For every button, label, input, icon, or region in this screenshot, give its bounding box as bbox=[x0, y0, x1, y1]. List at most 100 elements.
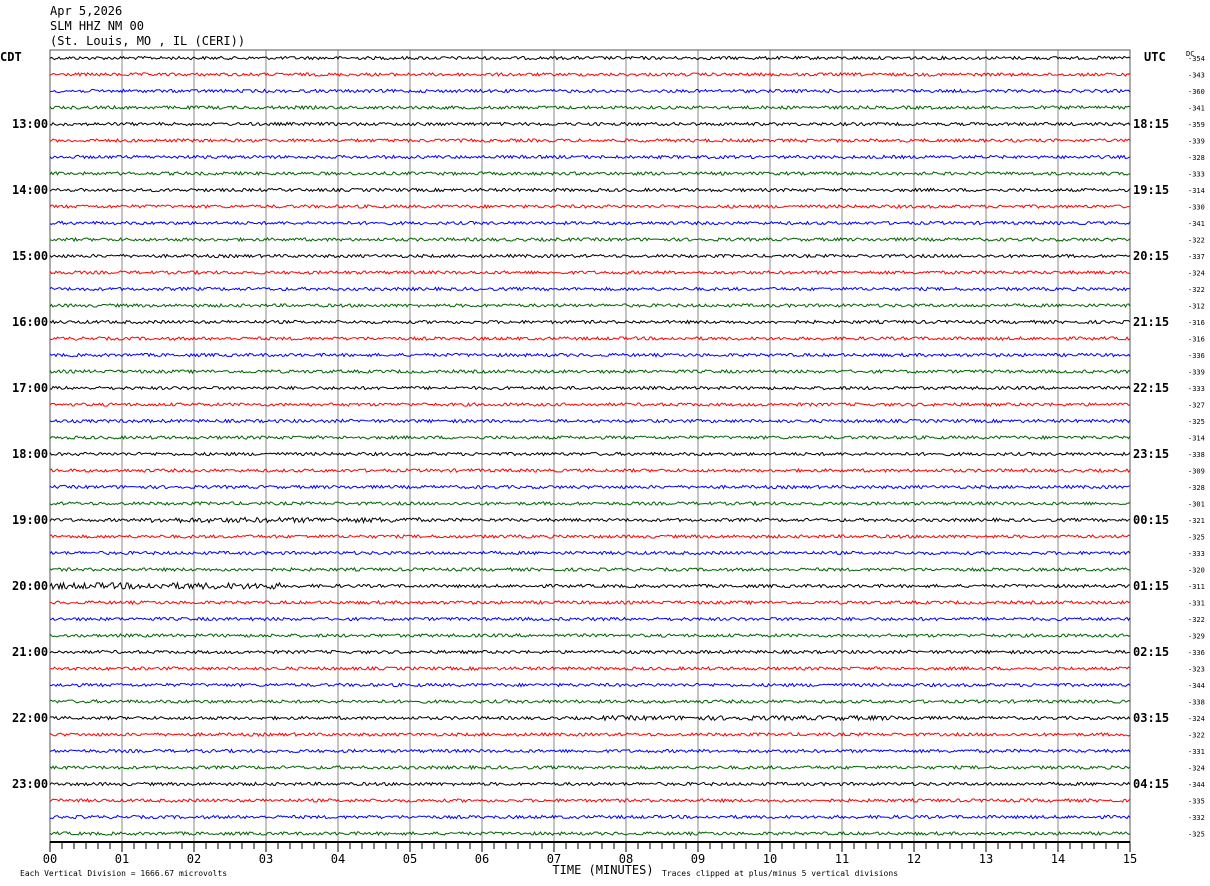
x-tick-label: 15 bbox=[1123, 852, 1137, 866]
x-tick-label: 02 bbox=[187, 852, 201, 866]
dc-offset-label: -327 bbox=[1188, 402, 1205, 410]
dc-offset-label: -339 bbox=[1188, 369, 1205, 377]
trace-line bbox=[49, 187, 1131, 193]
x-tick-label: 00 bbox=[43, 852, 57, 866]
right-hour-label: 19:15 bbox=[1133, 183, 1169, 197]
trace-line bbox=[49, 830, 1131, 837]
trace-line bbox=[49, 236, 1131, 243]
dc-offset-label: -335 bbox=[1188, 798, 1205, 806]
dc-offset-label: -339 bbox=[1188, 138, 1205, 146]
trace-line bbox=[49, 269, 1131, 276]
dc-offset-label: -336 bbox=[1188, 352, 1205, 360]
trace-line bbox=[49, 319, 1131, 325]
x-tick-label: 05 bbox=[403, 852, 417, 866]
dc-offset-label: -359 bbox=[1188, 121, 1205, 129]
trace-line bbox=[49, 764, 1131, 771]
trace-line bbox=[49, 649, 1131, 655]
dc-offset-label: -321 bbox=[1188, 517, 1205, 525]
right-hour-label: 00:15 bbox=[1133, 513, 1169, 527]
trace-line bbox=[49, 682, 1131, 688]
trace-line bbox=[49, 714, 1131, 722]
trace-line bbox=[49, 533, 1131, 539]
dc-offset-label: -343 bbox=[1188, 72, 1205, 80]
dc-offset-label: -316 bbox=[1188, 319, 1205, 327]
dc-offset-label: -341 bbox=[1188, 105, 1205, 113]
x-tick-label: 06 bbox=[475, 852, 489, 866]
left-hour-label: 18:00 bbox=[12, 447, 48, 461]
dc-offset-label: -338 bbox=[1188, 699, 1205, 707]
dc-offset-label: -360 bbox=[1188, 88, 1205, 96]
right-hour-label: 22:15 bbox=[1133, 381, 1169, 395]
trace-line bbox=[49, 418, 1131, 424]
trace-line bbox=[49, 550, 1131, 556]
dc-offset-label: -322 bbox=[1188, 616, 1205, 624]
trace-line bbox=[49, 385, 1131, 391]
right-hour-label: 18:15 bbox=[1133, 117, 1169, 131]
trace-line bbox=[49, 352, 1131, 358]
trace-line bbox=[49, 170, 1131, 177]
trace-line bbox=[49, 154, 1131, 160]
trace-line bbox=[50, 599, 1131, 606]
right-hour-label: 01:15 bbox=[1133, 579, 1169, 593]
x-tick-label: 12 bbox=[907, 852, 921, 866]
trace-line bbox=[49, 368, 1131, 375]
trace-line bbox=[50, 665, 1131, 672]
trace-line bbox=[49, 71, 1131, 78]
left-hour-label: 22:00 bbox=[12, 711, 48, 725]
dc-offset-label: -301 bbox=[1188, 501, 1205, 509]
dc-offset-label: -311 bbox=[1188, 583, 1205, 591]
dc-header: DC bbox=[1186, 50, 1194, 58]
dc-offset-label: -332 bbox=[1188, 814, 1205, 822]
trace-line bbox=[49, 781, 1131, 787]
left-hour-label: 17:00 bbox=[12, 381, 48, 395]
dc-offset-label: -309 bbox=[1188, 468, 1205, 476]
clip-note: Traces clipped at plus/minus 5 vertical … bbox=[662, 869, 898, 878]
x-tick-label: 07 bbox=[547, 852, 561, 866]
left-hour-label: 15:00 bbox=[12, 249, 48, 263]
x-tick-label: 03 bbox=[259, 852, 273, 866]
dc-offset-label: -331 bbox=[1188, 748, 1205, 756]
dc-offset-label: -324 bbox=[1188, 765, 1205, 773]
dc-offset-label: -331 bbox=[1188, 600, 1205, 608]
trace-line bbox=[49, 500, 1131, 507]
left-hour-label: 14:00 bbox=[12, 183, 48, 197]
dc-offset-label: -312 bbox=[1188, 303, 1205, 311]
trace-line bbox=[49, 137, 1131, 144]
scale-note: Each Vertical Division = 1666.67 microvo… bbox=[20, 869, 227, 878]
dc-offset-label: -325 bbox=[1188, 831, 1205, 839]
dc-offset-label: -330 bbox=[1188, 204, 1205, 212]
trace-line bbox=[50, 698, 1131, 704]
trace-line bbox=[49, 814, 1131, 820]
trace-line bbox=[49, 401, 1131, 408]
left-hour-label: 20:00 bbox=[12, 579, 48, 593]
dc-offset-label: -341 bbox=[1188, 220, 1205, 228]
dc-offset-label: -325 bbox=[1188, 534, 1205, 542]
x-tick-label: 01 bbox=[115, 852, 129, 866]
plot-frame bbox=[49, 49, 1131, 843]
trace-line bbox=[49, 748, 1131, 754]
dc-offset-label: -328 bbox=[1188, 154, 1205, 162]
x-tick-label: 13 bbox=[979, 852, 993, 866]
right-hour-label: 03:15 bbox=[1133, 711, 1169, 725]
dc-offset-label: -328 bbox=[1188, 484, 1205, 492]
dc-offset-label: -324 bbox=[1188, 270, 1205, 278]
trace-line bbox=[49, 203, 1131, 210]
dc-offset-label: -329 bbox=[1188, 633, 1205, 641]
right-hour-label: 20:15 bbox=[1133, 249, 1169, 263]
x-tick-label: 09 bbox=[691, 852, 705, 866]
dc-offset-label: -320 bbox=[1188, 567, 1205, 575]
left-hour-label: 19:00 bbox=[12, 513, 48, 527]
left-hour-label: 13:00 bbox=[12, 117, 48, 131]
left-timezone-label: CDT bbox=[0, 50, 22, 64]
dc-offset-label: -314 bbox=[1188, 435, 1205, 443]
dc-offset-label: -354 bbox=[1188, 55, 1205, 63]
dc-offset-label: -322 bbox=[1188, 237, 1205, 245]
x-tick-label: 04 bbox=[331, 852, 345, 866]
trace-line bbox=[49, 88, 1131, 94]
trace-line bbox=[49, 220, 1131, 226]
trace-line bbox=[49, 286, 1131, 292]
trace-line bbox=[49, 55, 1131, 61]
left-hour-label: 16:00 bbox=[12, 315, 48, 329]
location-label: (St. Louis, MO , IL (CERI)) bbox=[50, 34, 246, 48]
